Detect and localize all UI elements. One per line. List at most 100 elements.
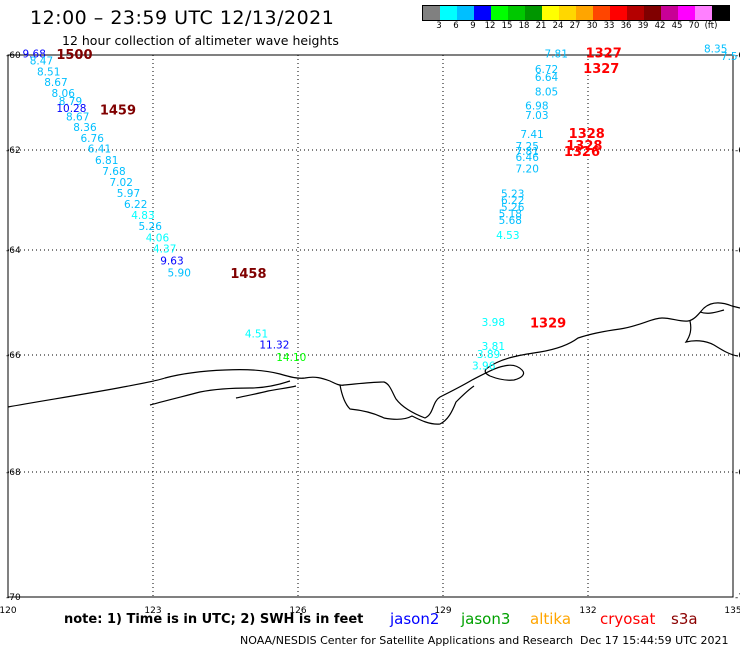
map-title: 12:00 – 23:59 UTC 12/13/2021: [30, 7, 335, 29]
pass-time-label: 1328: [569, 127, 605, 142]
pass-time-label: 1458: [230, 267, 266, 282]
wave-height-value: 4.53: [496, 230, 519, 242]
wave-height-value: 8.67: [66, 112, 89, 124]
pass-time-label: 1327: [583, 62, 619, 77]
scale-label: 15: [501, 21, 513, 31]
wave-height-value: 3.89: [477, 349, 500, 361]
scale-swatch: [542, 6, 559, 20]
scale-swatch: [644, 6, 661, 20]
wave-height-value: 8.67: [44, 77, 67, 89]
wave-height-value: 5.26: [139, 221, 163, 233]
wave-height-value: 7.20: [516, 164, 539, 176]
lon-tick-label: 132: [579, 606, 596, 616]
coastline-detail: [149, 309, 739, 425]
lat-tick-label: -66: [6, 351, 21, 361]
scale-swatch: [457, 6, 474, 20]
wave-height-value: 3.98: [482, 317, 505, 329]
pass-time-label: 1326: [564, 145, 600, 160]
scale-label: 33: [603, 21, 615, 31]
wave-height-value: 5.18: [499, 209, 522, 221]
scale-label: 36: [620, 21, 632, 31]
wave-height-value: 6.72: [535, 64, 558, 76]
axis-tick-labels: 120 123 126 129 132 135 -60 -60 -62 -62 -64 -64 -66 -…: [0, 51, 740, 616]
color-scale-bar: [422, 5, 730, 21]
scale-swatch: [525, 6, 542, 20]
lon-tick-label: 129: [434, 606, 451, 616]
scale-swatch: [559, 6, 576, 20]
wave-height-value: 7.25: [516, 141, 539, 153]
wave-height-value: 6.46: [516, 152, 540, 164]
scale-swatch: [610, 6, 627, 20]
wave-height-value: 8.47: [30, 56, 53, 68]
wave-height-value: 11.32: [259, 340, 289, 352]
legend-item: jason3: [461, 610, 511, 628]
lat-tick-label-right: -68: [735, 468, 740, 478]
scale-swatch: [593, 6, 610, 20]
footer-note: note: 1) Time is in UTC; 2) SWH is in fe…: [64, 612, 364, 627]
wave-height-value: 5.26: [501, 202, 525, 214]
scale-label: (ft): [704, 21, 718, 31]
wave-height-value: 6.22: [124, 199, 147, 211]
wave-height-value: 7.81: [516, 146, 539, 158]
lat-tick-label: -62: [6, 146, 21, 156]
wave-height-value: 7.81: [545, 48, 568, 60]
wave-height-value: 4.83: [131, 210, 154, 222]
wave-height-value: 5.97: [117, 188, 140, 200]
map-subtitle: 12 hour collection of altimeter wave hei…: [62, 33, 339, 48]
wave-height-value: 7.02: [110, 177, 133, 189]
wave-height-value: 4.51: [245, 329, 268, 341]
scale-swatch: [627, 6, 644, 20]
lat-tick-label: -60: [6, 51, 21, 61]
lon-tick-label: 120: [0, 606, 17, 616]
wave-height-value: 14.10: [276, 352, 306, 364]
wave-height-value: 5.90: [168, 267, 191, 279]
wave-height-value: 5.68: [499, 215, 522, 227]
pass-time-label: 1500: [56, 48, 92, 63]
scale-label: 18: [518, 21, 530, 31]
wave-height-value: 6.98: [525, 101, 548, 113]
lon-tick-label: 135: [724, 606, 740, 616]
scale-label: 70: [688, 21, 700, 31]
wave-height-value: 8.05: [535, 86, 558, 98]
wave-height-observations: 9.688.478.518.678.068.7910.288.678.366.7…: [23, 44, 738, 373]
legend-item: s3a: [671, 610, 698, 628]
scale-label: 27: [569, 21, 581, 31]
wave-height-value: 7.41: [520, 129, 543, 141]
footer-timestamp: Dec 17 15:44:59 UTC 2021: [580, 634, 729, 647]
wave-height-value: 7.03: [525, 110, 548, 122]
wave-height-value: 8.51: [37, 66, 60, 78]
footer-credit: NOAA/NESDIS Center for Satellite Applica…: [240, 634, 574, 647]
scale-swatch: [661, 6, 678, 20]
scale-label: 39: [637, 21, 649, 31]
scale-swatch: [491, 6, 508, 20]
scale-label: 9: [470, 21, 476, 31]
lat-tick-label-right: -60: [735, 51, 740, 61]
wave-height-value: 9.68: [23, 48, 46, 60]
wave-height-value: 4.37: [153, 244, 176, 256]
scale-label: 30: [586, 21, 598, 31]
pass-time-label: 1327: [586, 46, 622, 61]
wave-height-value: 6.41: [88, 144, 111, 156]
wave-height-value: 9.63: [160, 256, 183, 268]
wave-height-value: 6.76: [81, 133, 105, 145]
scale-label: 6: [453, 21, 459, 31]
lat-tick-label: -70: [6, 593, 21, 603]
wave-height-value: 3.96: [472, 361, 496, 373]
wave-height-value: 7.68: [102, 166, 125, 178]
scale-label: 45: [671, 21, 683, 31]
scale-label: 24: [552, 21, 564, 31]
wave-height-value: 8.36: [73, 122, 97, 134]
scale-label: 3: [436, 21, 442, 31]
wave-height-value: 8.06: [52, 88, 76, 100]
wave-height-value: 6.64: [535, 72, 559, 84]
wave-height-value: 6.22: [501, 195, 524, 207]
wave-height-value: 8.35: [704, 44, 727, 56]
scale-swatch: [474, 6, 491, 20]
wave-height-value: 5.23: [501, 189, 524, 201]
lat-tick-label-right: -62: [735, 146, 740, 156]
scale-label: 12: [484, 21, 496, 31]
wave-height-value: 7.5: [721, 51, 738, 63]
map-grid: [7, 54, 734, 598]
